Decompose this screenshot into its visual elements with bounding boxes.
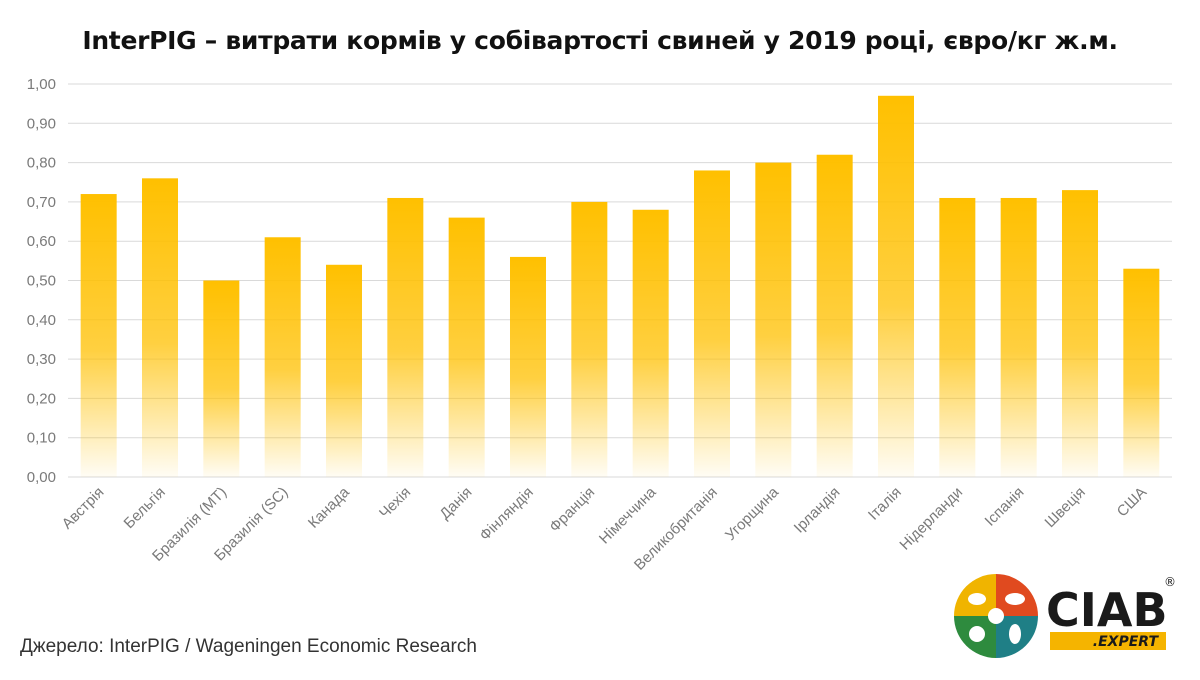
- logo-circle-icon: [954, 574, 1038, 658]
- logo-registered-mark: ®: [1164, 575, 1176, 589]
- bar: [448, 217, 485, 477]
- bar: [939, 197, 976, 477]
- bars: [80, 95, 1160, 478]
- x-tick-label: Фінляндія: [476, 484, 536, 544]
- x-tick-label: Франція: [546, 484, 598, 536]
- x-tick-label: Австрія: [59, 484, 108, 533]
- gridlines: [68, 83, 1172, 478]
- x-tick-label: Угорщина: [722, 483, 783, 544]
- x-tick-label: Італія: [865, 484, 905, 524]
- bar: [1123, 268, 1160, 477]
- x-tick-label: Чехія: [376, 484, 414, 522]
- y-tick-label: 0,30: [27, 351, 56, 368]
- x-tick-label: Іспанія: [982, 484, 1028, 530]
- bar-chart: 0,00 0,10 0,20 0,30 0,40 0,50 0,60 0,70 0,80 0,90…: [27, 76, 1172, 574]
- bar: [878, 95, 914, 477]
- y-tick-label: 0,60: [27, 233, 56, 250]
- bar: [571, 201, 608, 477]
- bar: [816, 154, 853, 478]
- chart-title: InterPIG – витрати кормів у собівартості…: [82, 26, 1118, 55]
- x-tick-label: Швеція: [1041, 484, 1088, 531]
- x-tick-label: Канада: [305, 483, 353, 531]
- bar: [694, 170, 730, 477]
- source-note: Джерело: InterPIG / Wageningen Economic …: [20, 636, 477, 657]
- bar: [1000, 197, 1037, 477]
- bar: [203, 280, 240, 477]
- y-tick-label: 1,00: [27, 76, 56, 93]
- y-tick-label: 0,20: [27, 390, 56, 407]
- bar: [80, 194, 117, 478]
- x-tick-label: Данія: [436, 484, 475, 523]
- x-tick-label: Бельгія: [121, 484, 169, 532]
- bar: [632, 209, 669, 477]
- x-tick-label: Ірландія: [791, 484, 844, 537]
- bar: [142, 178, 178, 477]
- y-tick-label: 0,80: [27, 155, 56, 172]
- logo-subtext: .EXPERT: [1093, 634, 1160, 650]
- bar: [1062, 190, 1098, 478]
- y-axis-ticks: 0,00 0,10 0,20 0,30 0,40 0,50 0,60 0,70 0,80 0,90…: [27, 76, 56, 486]
- y-tick-label: 0,00: [27, 469, 56, 486]
- logo-wordmark: CIAB: [1046, 583, 1168, 637]
- ciab-logo: CIAB .EXPERT ®: [954, 574, 1176, 658]
- x-tick-label: Німеччина: [596, 483, 660, 547]
- bar: [510, 256, 546, 477]
- x-tick-label: США: [1114, 484, 1150, 520]
- bar: [326, 264, 362, 477]
- y-tick-label: 0,90: [27, 115, 56, 132]
- y-tick-label: 0,10: [27, 430, 56, 447]
- bar: [387, 197, 424, 477]
- y-tick-label: 0,70: [27, 194, 56, 211]
- bar: [264, 237, 301, 477]
- bar: [755, 162, 792, 477]
- x-tick-label: Нідерланди: [896, 484, 966, 554]
- y-tick-label: 0,40: [27, 312, 56, 329]
- y-tick-label: 0,50: [27, 273, 56, 290]
